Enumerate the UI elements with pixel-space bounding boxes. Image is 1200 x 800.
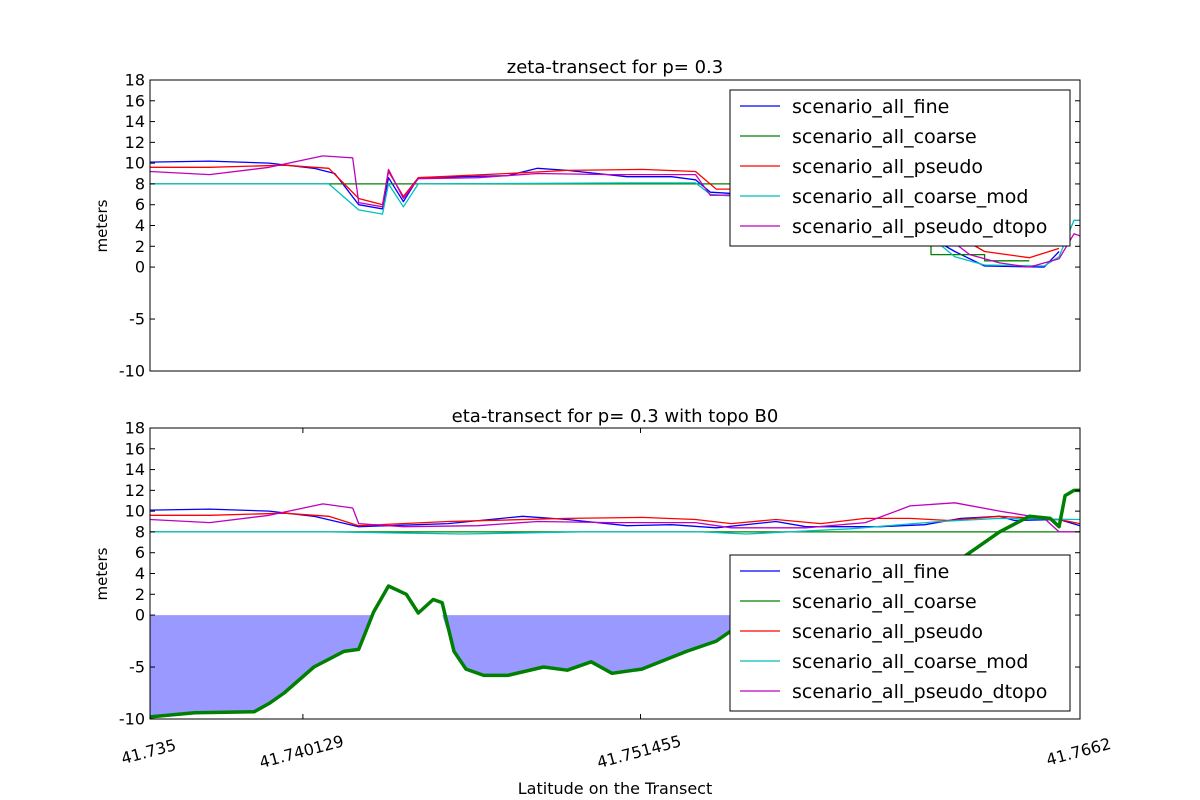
- zeta-y-tick-label: 8: [135, 174, 145, 193]
- eta-water-fill: [150, 615, 1080, 717]
- eta-y-tick-label: 8: [135, 522, 145, 541]
- eta-legend-box: [729, 554, 1071, 712]
- eta-legend-label: scenario_all_pseudo: [792, 621, 983, 643]
- eta-series-scenario-all-pseudo-dtopo: [150, 502, 1080, 533]
- eta-y-tick-label: 2: [135, 585, 145, 604]
- eta-x-tick-label: 41.740129: [257, 731, 346, 772]
- zeta-y-tick-label: 2: [135, 237, 145, 256]
- zeta-y-tick-label: 14: [125, 112, 145, 131]
- zeta-y-tick-label: -10: [119, 362, 145, 381]
- zeta-legend-label: scenario_all_pseudo: [792, 156, 983, 178]
- zeta-y-tick-label: 16: [125, 91, 145, 110]
- eta-series-scenario-all-pseudo: [150, 512, 1080, 527]
- eta-y-tick-label: 6: [135, 543, 145, 562]
- zeta-y-tick-label: 0: [135, 258, 145, 277]
- eta-transect-axes: eta-transect for p= 0.3 with topo B0 -10…: [93, 406, 1113, 772]
- zeta-y-tick-label: 18: [125, 71, 145, 90]
- eta-legend-label: scenario_all_coarse_mod: [792, 651, 1028, 673]
- zeta-series-scenario-all-pseudo-dtopo: [150, 155, 1080, 268]
- eta-x-tick-label: 41.735: [119, 735, 178, 768]
- zeta-legend-label: scenario_all_coarse: [792, 126, 977, 148]
- eta-legend-label: scenario_all_coarse: [792, 591, 977, 613]
- zeta-legend-label: scenario_all_pseudo_dtopo: [792, 216, 1047, 238]
- eta-y-tick-label: 10: [125, 502, 145, 521]
- eta-y-tick-label: -10: [119, 710, 145, 729]
- eta-y-tick-label: 12: [125, 481, 145, 500]
- eta-series-scenario-all-fine: [150, 508, 1080, 529]
- zeta-y-tick-label: 4: [135, 216, 145, 235]
- zeta-chart-title: zeta-transect for p= 0.3: [507, 57, 723, 78]
- eta-x-tick-label: 41.751455: [595, 731, 684, 772]
- eta-y-tick-label: 16: [125, 439, 145, 458]
- zeta-legend-box: [729, 89, 1071, 247]
- eta-y-tick-label: -5: [129, 658, 145, 677]
- eta-y-tick-label: 14: [125, 460, 145, 479]
- eta-x-tick-label: 41.7662: [1044, 734, 1113, 769]
- eta-y-tick-label: 18: [125, 419, 145, 438]
- eta-y-axis-label: meters: [93, 547, 111, 600]
- eta-y-tick-label: 4: [135, 564, 145, 583]
- zeta-y-tick-label: 6: [135, 195, 145, 214]
- zeta-y-axis-label: meters: [93, 199, 111, 252]
- zeta-transect-axes: zeta-transect for p= 0.3 -10 -5 0 2 4 6 810 12 1…: [93, 57, 1081, 381]
- zeta-legend: scenario_all_fine scenario_all_coarsescen…: [729, 89, 1071, 247]
- eta-legend-label: scenario_all_fine: [792, 561, 949, 583]
- zeta-y-tick-label: 10: [125, 154, 145, 173]
- zeta-legend-label: scenario_all_fine: [792, 96, 949, 118]
- eta-y-tick-label: 0: [135, 606, 145, 625]
- eta-chart-title: eta-transect for p= 0.3 with topo B0: [452, 406, 779, 427]
- eta-legend: scenario_all_fine scenario_all_coarsescen…: [729, 554, 1071, 712]
- figure-x-axis-label: Latitude on the Transect: [518, 779, 713, 798]
- zeta-y-tick-label: -5: [129, 310, 145, 329]
- eta-legend-label: scenario_all_pseudo_dtopo: [792, 681, 1047, 703]
- zeta-y-tick-label: 12: [125, 133, 145, 152]
- zeta-legend-label: scenario_all_coarse_mod: [792, 186, 1028, 208]
- eta-series-scenario-all-coarse-mod: [150, 517, 1080, 535]
